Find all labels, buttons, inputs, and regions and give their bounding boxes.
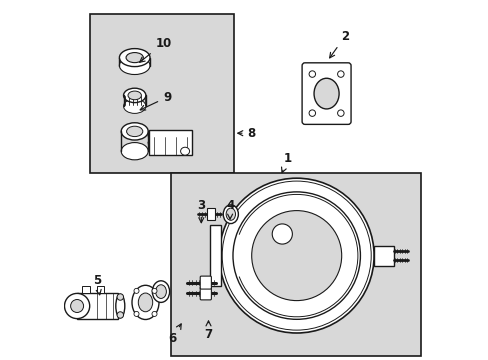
Ellipse shape [119,49,150,67]
Ellipse shape [126,53,143,63]
Ellipse shape [138,293,152,312]
Ellipse shape [126,126,142,136]
Text: 3: 3 [197,199,205,223]
Ellipse shape [119,57,150,75]
Ellipse shape [128,91,141,100]
Text: 6: 6 [168,324,181,345]
Circle shape [117,312,123,318]
Ellipse shape [132,285,159,320]
Ellipse shape [152,281,169,302]
Circle shape [134,311,139,316]
Bar [97,286,104,293]
FancyBboxPatch shape [206,208,215,220]
Bar [89,14,233,173]
Circle shape [337,110,344,116]
Ellipse shape [225,208,235,220]
FancyBboxPatch shape [200,276,211,289]
Text: 10: 10 [140,37,171,62]
Text: 8: 8 [237,127,255,140]
Bar [170,173,420,356]
Circle shape [152,311,157,316]
Circle shape [219,178,373,333]
Circle shape [70,300,83,312]
Bar [77,293,118,319]
Ellipse shape [123,88,145,103]
Text: 9: 9 [140,91,171,110]
Bar [373,246,393,266]
Circle shape [308,110,315,116]
Bar [210,225,221,286]
Ellipse shape [223,205,238,224]
Ellipse shape [155,285,166,298]
Ellipse shape [121,123,148,140]
Ellipse shape [123,99,145,113]
Ellipse shape [313,78,338,109]
Circle shape [308,71,315,77]
Text: 1: 1 [281,152,291,172]
Circle shape [152,288,157,293]
Text: 4: 4 [225,199,234,219]
Text: 2: 2 [329,30,348,58]
FancyBboxPatch shape [200,287,211,300]
Circle shape [117,294,123,300]
Circle shape [222,181,370,330]
Circle shape [251,211,341,301]
Circle shape [272,224,292,244]
Ellipse shape [121,143,148,160]
Circle shape [134,288,139,293]
Bar [149,130,192,155]
Text: 5: 5 [93,274,101,295]
Bar [82,286,89,293]
Ellipse shape [116,294,124,318]
Text: 7: 7 [204,321,212,341]
Circle shape [64,293,89,319]
Ellipse shape [180,147,189,155]
FancyBboxPatch shape [302,63,350,125]
Circle shape [337,71,344,77]
Circle shape [232,192,360,319]
